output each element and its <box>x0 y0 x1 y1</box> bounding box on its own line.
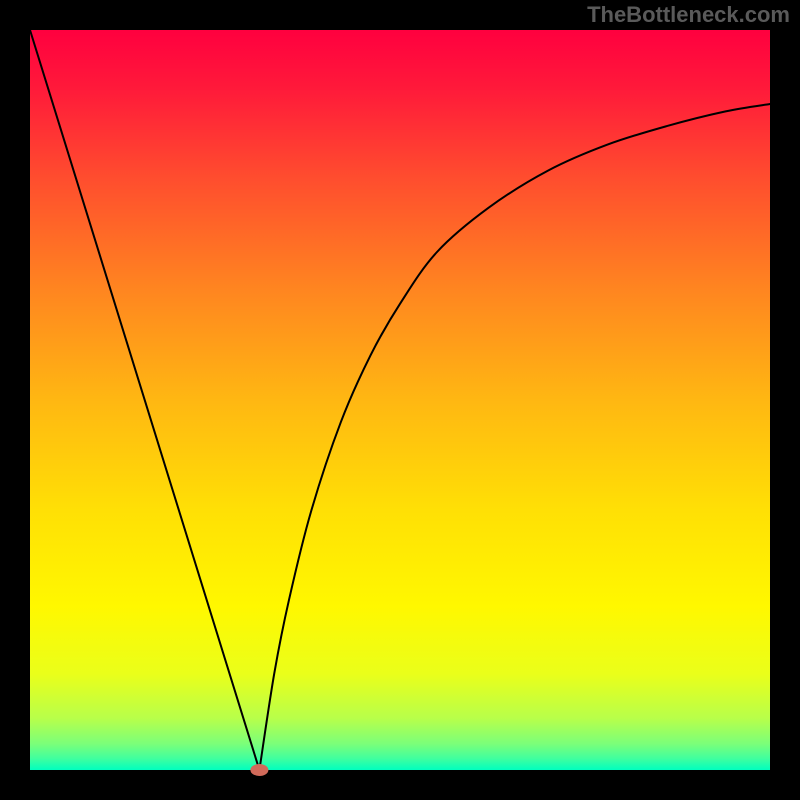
minimum-marker <box>250 764 268 776</box>
watermark-text: TheBottleneck.com <box>587 2 790 28</box>
chart-background <box>30 30 770 770</box>
chart-svg <box>0 0 800 800</box>
chart-container: TheBottleneck.com <box>0 0 800 800</box>
